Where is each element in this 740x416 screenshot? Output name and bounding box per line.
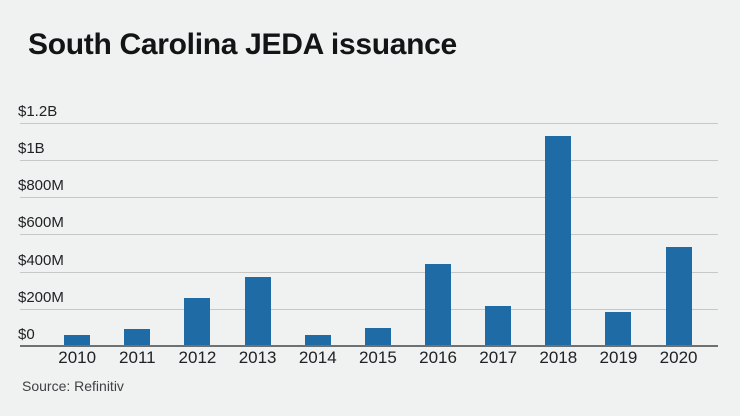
- y-tick-label-1.2b: $1.2B: [18, 102, 58, 120]
- chart-title: South Carolina JEDA issuance: [28, 28, 457, 61]
- x-tick-label-2012: 2012: [178, 348, 217, 367]
- y-tick-label-1b: $1B: [18, 139, 45, 157]
- x-tick-label-2010: 2010: [58, 348, 97, 367]
- x-tick-label-2019: 2019: [599, 348, 638, 367]
- x-tick-label-2015: 2015: [358, 348, 397, 367]
- bar-2019: [605, 311, 632, 346]
- y-tick-label-400m: $400M: [18, 251, 64, 269]
- x-axis-baseline: [20, 345, 718, 347]
- y-tick-label-200m: $200M: [18, 288, 64, 306]
- x-tick-label-2020: 2020: [659, 348, 698, 367]
- x-tick-label-2014: 2014: [298, 348, 337, 367]
- source-credit: Source: Refinitiv: [22, 378, 124, 394]
- x-tick-label-2016: 2016: [419, 348, 457, 367]
- bar-2014: [304, 334, 331, 346]
- y-tick-label-600m: $600M: [18, 214, 64, 232]
- x-tick-label-2013: 2013: [238, 348, 277, 367]
- bar-2013: [244, 277, 271, 346]
- gridline-200m: [20, 308, 718, 310]
- x-tick-label-2018: 2018: [539, 348, 578, 367]
- bar-2020: [665, 247, 692, 346]
- gridline-1.2b: [20, 122, 718, 124]
- gridline-400m: [20, 271, 718, 273]
- bar-2012: [184, 297, 211, 346]
- bar-2017: [485, 305, 512, 346]
- x-tick-label-2017: 2017: [479, 348, 518, 367]
- bar-2016: [425, 264, 452, 346]
- gridline-600m: [20, 234, 718, 236]
- bar-2018: [545, 135, 572, 346]
- x-tick-label-2011: 2011: [119, 348, 156, 367]
- y-tick-label-800m: $800M: [18, 177, 64, 195]
- gridline-800m: [20, 197, 718, 199]
- bar-2011: [124, 329, 151, 346]
- bar-2015: [364, 328, 391, 346]
- bar-2010: [64, 334, 91, 346]
- gridline-1b: [20, 159, 718, 161]
- y-tick-label-0: $0: [18, 326, 35, 343]
